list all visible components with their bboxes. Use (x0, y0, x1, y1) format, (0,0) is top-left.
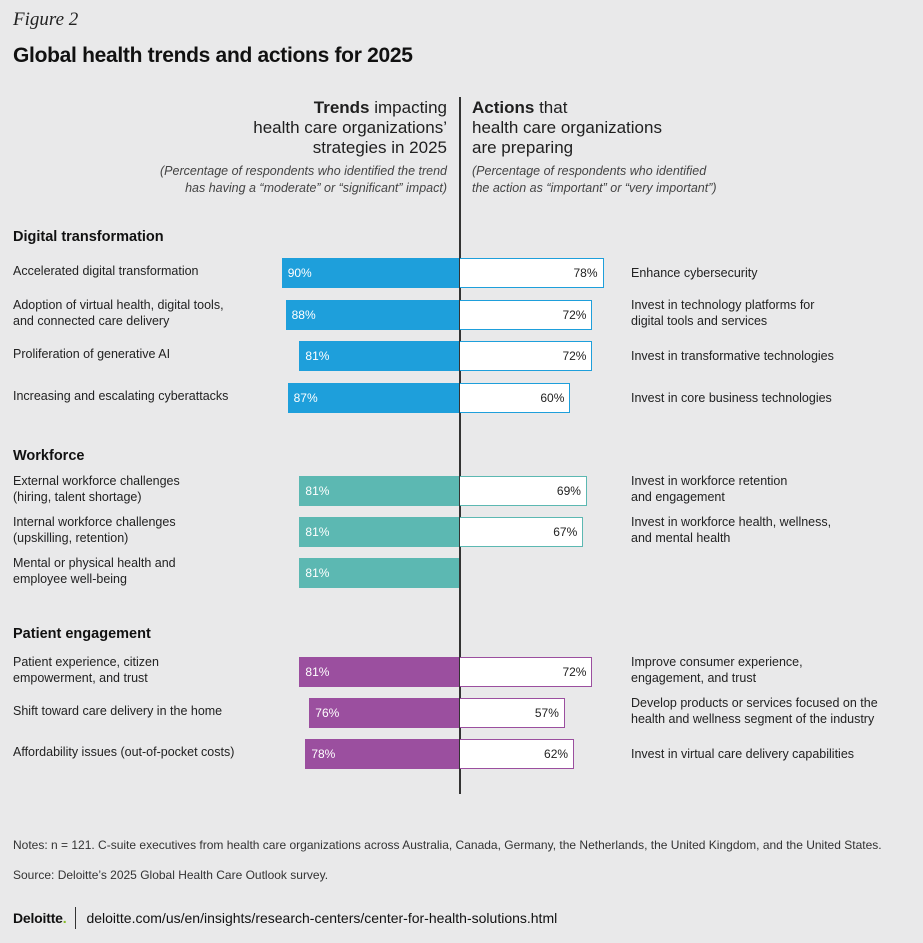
trend-value-label: 81% (305, 566, 330, 580)
trend-bar: 76% (309, 698, 459, 728)
action-bar: 78% (460, 258, 604, 288)
figure-label: Figure 2 (13, 9, 79, 30)
trends-header-line2: health care organizations’ (253, 118, 447, 137)
action-label: Enhance cybersecurity (631, 266, 758, 280)
section-title: Digital transformation (13, 229, 164, 245)
action-bar: 57% (460, 698, 565, 728)
trend-bar: 81% (299, 341, 459, 371)
trend-label: Accelerated digital transformation (13, 264, 199, 278)
action-value-label: 69% (556, 484, 581, 498)
logo-dot: . (62, 910, 67, 926)
deloitte-logo: Deloitte. (13, 910, 67, 926)
actions-header-line3: are preparing (472, 138, 574, 157)
action-value-label: 60% (540, 391, 565, 405)
action-label: Invest in workforce retention and engage… (631, 474, 788, 504)
action-label: Invest in core business technologies (631, 391, 832, 405)
action-value-label: 72% (562, 308, 587, 322)
action-bar: 72% (460, 341, 593, 371)
trend-bar: 90% (281, 258, 459, 288)
notes-text: Notes: n = 121. C-suite executives from … (13, 838, 882, 852)
actions-subheader: (Percentage of respondents who identifie… (472, 163, 792, 197)
trends-subheader: (Percentage of respondents who identifie… (127, 163, 447, 197)
action-bar: 67% (460, 517, 584, 547)
trend-label: Adoption of virtual health, digital tool… (13, 298, 224, 328)
action-value-label: 72% (562, 349, 587, 363)
trends-header-line3: strategies in 2025 (312, 138, 447, 157)
trend-bar: 81% (299, 657, 459, 687)
trends-sub-line1: (Percentage of respondents who identifie… (160, 164, 447, 178)
trend-bar: 81% (299, 476, 459, 506)
actions-header-bold: Actions (472, 98, 535, 117)
footer-url[interactable]: deloitte.com/us/en/insights/research-cen… (86, 910, 558, 926)
logo-text: Deloitte (13, 910, 63, 926)
trends-header-rest: impacting (369, 98, 447, 117)
center-axis-divider (459, 97, 461, 794)
trend-value-label: 78% (311, 747, 336, 761)
trend-label: Affordability issues (out-of-pocket cost… (13, 745, 235, 759)
trend-value-label: 88% (291, 308, 316, 322)
action-value-label: 78% (573, 266, 598, 280)
action-value-label: 62% (544, 747, 569, 761)
section-title: Workforce (13, 448, 85, 464)
trend-value-label: 90% (287, 266, 312, 280)
trend-bar: 81% (299, 517, 459, 547)
actions-header-line2: health care organizations (472, 118, 662, 137)
trend-value-label: 87% (293, 391, 318, 405)
actions-header: Actions that health care organizations a… (472, 98, 772, 158)
action-label: Invest in virtual care delivery capabili… (631, 747, 855, 761)
trend-label: Mental or physical health and employee w… (13, 556, 176, 586)
action-label: Invest in transformative technologies (631, 349, 834, 363)
chart-title: Global health trends and actions for 202… (13, 44, 413, 67)
trend-label: Shift toward care delivery in the home (13, 704, 223, 718)
action-value-label: 67% (553, 525, 578, 539)
action-bar: 72% (460, 300, 593, 330)
trend-value-label: 81% (305, 349, 330, 363)
trend-value-label: 81% (305, 525, 330, 539)
footer: Deloitte. deloitte.com/us/en/insights/re… (13, 907, 557, 929)
footer-separator (75, 907, 77, 929)
trend-label: Internal workforce challenges (upskillin… (13, 515, 176, 545)
trend-value-label: 76% (315, 706, 340, 720)
actions-header-rest: that (534, 98, 568, 117)
trend-label: External workforce challenges (hiring, t… (13, 474, 180, 504)
action-bar: 60% (460, 383, 571, 413)
action-bar: 72% (460, 657, 593, 687)
section-title: Patient engagement (13, 626, 151, 642)
action-label: Develop products or services focused on … (631, 696, 878, 726)
actions-sub-line1: (Percentage of respondents who identifie… (472, 164, 707, 178)
action-bar: 62% (460, 739, 575, 769)
trends-sub-line2: has having a “moderate” or “significant”… (185, 181, 447, 195)
action-value-label: 57% (534, 706, 559, 720)
trend-bar: 81% (299, 558, 459, 588)
action-label: Improve consumer experience, engagement,… (631, 655, 803, 685)
trend-label: Proliferation of generative AI (13, 347, 171, 361)
trend-bar: 88% (285, 300, 459, 330)
trends-header: Trends impacting health care organizatio… (147, 98, 447, 158)
action-value-label: 72% (562, 665, 587, 679)
trend-bar: 87% (287, 383, 459, 413)
source-text: Source: Deloitte’s 2025 Global Health Ca… (13, 868, 329, 882)
trend-label: Increasing and escalating cyberattacks (13, 389, 229, 403)
trend-label: Patient experience, citizen empowerment,… (13, 655, 159, 685)
trend-value-label: 81% (305, 484, 330, 498)
trend-bar: 78% (305, 739, 459, 769)
trends-header-bold: Trends (313, 98, 370, 117)
action-label: Invest in workforce health, wellness, an… (631, 515, 832, 545)
actions-sub-line2: the action as “important” or “very impor… (472, 181, 717, 195)
trend-value-label: 81% (305, 665, 330, 679)
action-label: Invest in technology platforms for digit… (631, 298, 815, 328)
action-bar: 69% (460, 476, 587, 506)
